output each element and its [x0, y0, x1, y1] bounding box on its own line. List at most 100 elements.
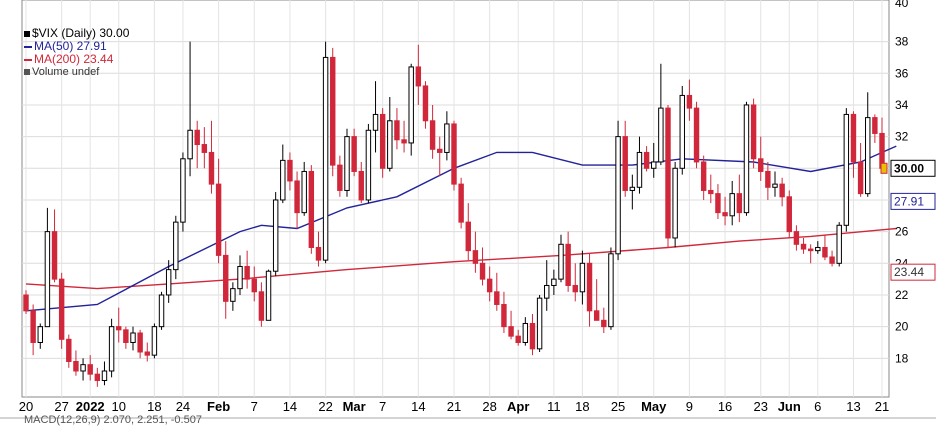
- candle-body: [743, 104, 750, 214]
- candle-body: [458, 183, 464, 223]
- candles-layer: [23, 41, 885, 387]
- candle-body: [308, 170, 315, 248]
- x-tick-label: 27: [54, 399, 68, 414]
- candle-body: [779, 183, 785, 198]
- candle-body: [315, 246, 322, 261]
- y-tick-label: 38: [895, 35, 909, 49]
- candle-body: [601, 319, 607, 328]
- candle-body: [508, 326, 514, 337]
- y-tick-label: 32: [895, 130, 909, 144]
- candle-body: [729, 193, 735, 217]
- candle-body: [387, 120, 393, 169]
- candle-body: [101, 370, 108, 381]
- legend-ma50: MA(50) 27.91: [24, 40, 129, 53]
- candle-body: [736, 193, 743, 214]
- candle-body: [665, 107, 671, 239]
- candle-body: [337, 164, 343, 191]
- candle-body: [807, 248, 814, 252]
- x-tick-label: 21: [447, 399, 461, 414]
- candle-body: [486, 278, 493, 293]
- candle-body: [401, 139, 407, 144]
- ma200-tag-box: [890, 263, 936, 281]
- candle-body: [165, 269, 172, 296]
- candle-body: [73, 360, 79, 372]
- x-tick-label: 23: [753, 399, 767, 414]
- candle-body: [593, 310, 600, 321]
- candle-icon: [24, 30, 30, 37]
- legend-ma50-label: MA(50) 27.91: [34, 39, 107, 53]
- volume-bars-icon: [24, 69, 30, 76]
- legend-volume: Volume undef: [24, 66, 129, 79]
- candle-body: [422, 85, 429, 122]
- plot-frame: [21, 0, 890, 398]
- candle-body: [30, 310, 36, 343]
- candle-body: [501, 303, 507, 328]
- y-tick-label: 34: [895, 98, 909, 112]
- candle-body: [51, 231, 58, 280]
- x-tick-label: 22: [318, 399, 332, 414]
- ma200-tag-label: 23.44: [894, 265, 924, 279]
- candle-body: [522, 322, 529, 343]
- x-tick-label: 20: [19, 399, 33, 414]
- candle-body: [123, 329, 129, 343]
- candle-body: [251, 278, 257, 293]
- x-tick-label: 14: [411, 399, 425, 414]
- legend-ma200-label: MA(200) 23.44: [34, 52, 114, 66]
- candle-body: [615, 136, 621, 255]
- candle-body: [23, 294, 29, 312]
- y-tick-label: 20: [895, 320, 909, 334]
- candle-body: [87, 364, 93, 375]
- candle-body: [94, 373, 101, 381]
- candle-body: [108, 326, 115, 372]
- legend-price-label: $VIX (Daily) 30.00: [32, 26, 130, 40]
- candle-body: [857, 161, 864, 195]
- x-tick-label: 13: [846, 399, 860, 414]
- y-tick-label: 26: [895, 225, 909, 239]
- candle-body: [272, 199, 279, 272]
- candle-body: [772, 183, 778, 188]
- candle-body: [515, 335, 521, 343]
- candle-body: [700, 161, 707, 191]
- candle-body: [237, 265, 243, 290]
- candle-body: [536, 297, 543, 350]
- candle-body: [158, 294, 165, 328]
- macd-panel-label: MACD(12,26,9) 2.070, 2.251, -0.507: [24, 414, 202, 426]
- candle-body: [394, 120, 400, 141]
- candle-body: [679, 94, 685, 169]
- x-tick-label: 25: [611, 399, 625, 414]
- x-tick-label: 24: [176, 399, 190, 414]
- candle-body: [372, 113, 379, 131]
- candle-body: [472, 250, 479, 264]
- candle-body: [444, 123, 450, 153]
- y-tick-label: 22: [895, 288, 909, 302]
- candle-body: [408, 66, 414, 144]
- candle-body: [651, 161, 657, 169]
- axis-layer: 18202224262830323436384020272022101824Fe…: [19, 0, 909, 414]
- candle-body: [58, 278, 65, 340]
- ma50-line-icon: [24, 45, 32, 48]
- candle-body: [301, 170, 307, 214]
- candle-body: [629, 186, 636, 191]
- x-tick-label: Jun: [778, 399, 801, 414]
- x-tick-label: Apr: [507, 399, 529, 414]
- ma200-line-icon: [24, 58, 32, 61]
- candle-body: [793, 231, 800, 245]
- candle-body: [144, 351, 150, 356]
- candle-body: [180, 158, 186, 223]
- candle-body: [244, 265, 250, 280]
- candle-body: [215, 183, 222, 256]
- candle-body: [351, 136, 357, 172]
- candle-body: [429, 120, 436, 150]
- ma50-tag-label: 27.91: [894, 194, 924, 208]
- candle-body: [636, 151, 643, 188]
- candle-body: [865, 117, 871, 195]
- candle-body: [479, 262, 486, 280]
- candle-body: [822, 246, 828, 258]
- candle-body: [208, 151, 215, 185]
- candle-body: [294, 180, 300, 214]
- price-tag-label: 30.00: [894, 161, 924, 175]
- x-tick-label: 2022: [76, 399, 105, 414]
- candle-body: [565, 243, 571, 286]
- candle-body: [800, 243, 807, 250]
